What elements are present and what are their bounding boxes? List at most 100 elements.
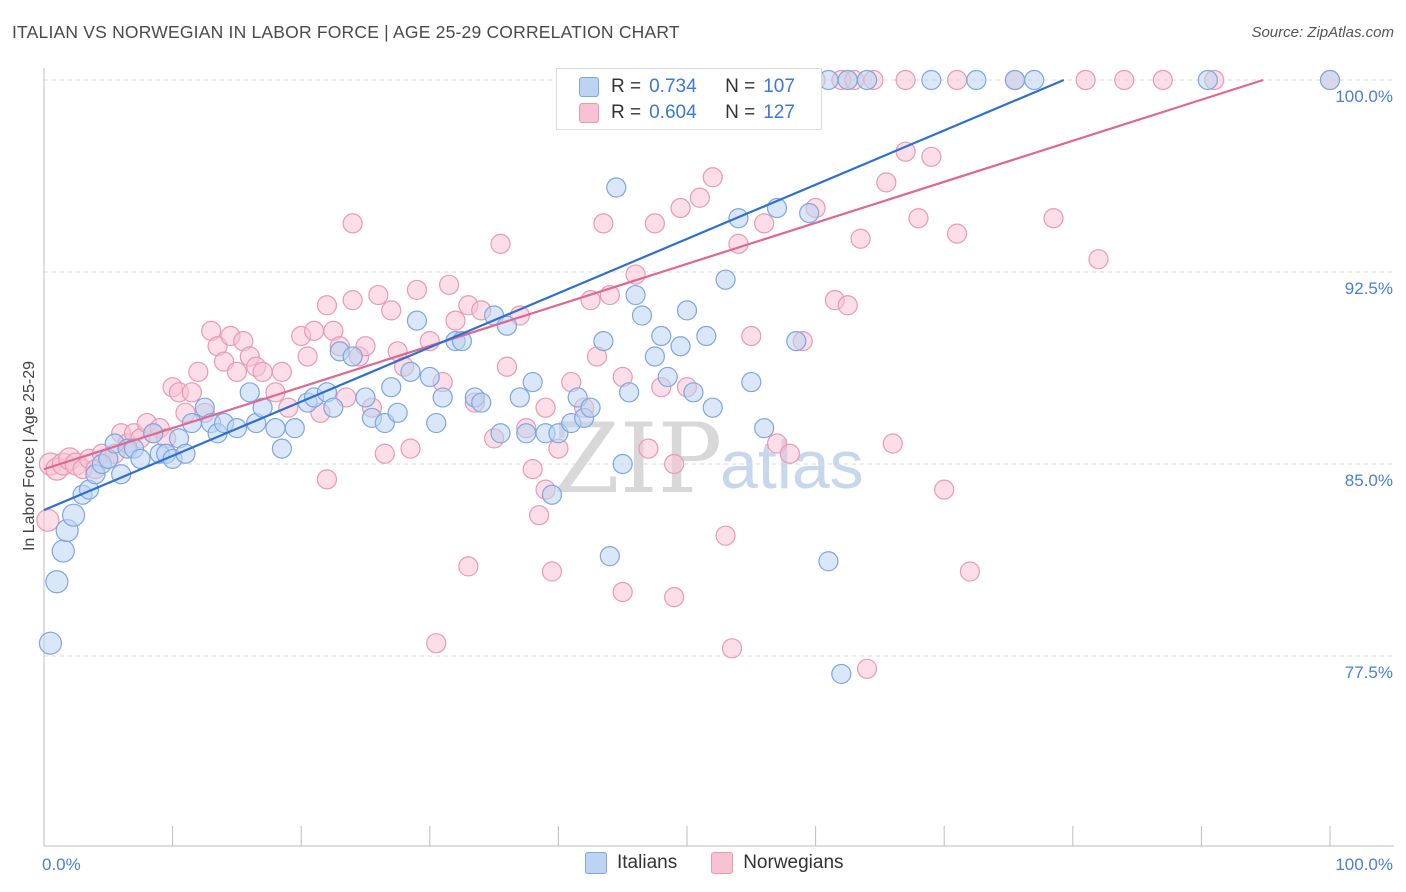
italians-point (702, 397, 723, 418)
norwegians-point (876, 172, 897, 193)
italians-point (1024, 69, 1045, 91)
norwegians-point (638, 438, 659, 459)
norwegians-point (490, 233, 511, 254)
norwegians-point (438, 274, 460, 295)
italians-point (921, 69, 942, 91)
norwegians-point (670, 197, 691, 219)
watermark: ZIP atlas (553, 403, 864, 515)
italians-swatch (579, 77, 599, 97)
legend-item-italians[interactable]: Italians (585, 852, 677, 874)
norwegians-point (593, 213, 614, 234)
italians-point (342, 346, 363, 367)
norwegians-point (426, 633, 447, 654)
norwegians-point (535, 397, 556, 418)
italians-point (355, 387, 376, 408)
norwegians-point (837, 295, 858, 316)
italians-point (51, 539, 75, 563)
norwegians-legend-swatch (711, 852, 734, 874)
italians-point (1004, 69, 1026, 91)
norwegians-point (374, 443, 395, 464)
italians-point (966, 69, 987, 91)
norwegians-point (1114, 69, 1135, 91)
italians-point (715, 269, 736, 290)
norwegians-point (934, 479, 955, 500)
norwegians-point (895, 69, 916, 91)
italians-point (284, 418, 305, 439)
italians-point (516, 423, 537, 444)
italians-point (619, 382, 640, 403)
norwegians-point (946, 223, 968, 244)
italians-point (799, 203, 820, 224)
watermark-atlas: atlas (720, 427, 864, 503)
italians-point (741, 371, 762, 393)
norwegians-point (271, 361, 293, 382)
italians-point (580, 397, 601, 418)
legend-row-norwegians: R = 0.604 N = 127 (579, 100, 795, 126)
norwegians-point (1088, 249, 1109, 270)
norwegians-point (522, 459, 543, 480)
italians-point (631, 305, 653, 326)
italians-point (541, 484, 563, 505)
norwegians-point (297, 346, 318, 367)
italians-point (323, 397, 344, 418)
y-tick-label: 85.0% (1345, 471, 1393, 490)
norwegians-point (529, 505, 550, 526)
y-tick-label: 100.0% (1335, 87, 1393, 106)
legend-row-italians: R = 0.734 N = 107 (579, 74, 795, 100)
italians-point (754, 418, 775, 439)
norwegians-point (188, 361, 209, 382)
italians-points (38, 69, 1341, 685)
italians-point (406, 310, 428, 331)
italians-point (522, 371, 543, 393)
italians-point (45, 570, 69, 594)
stats-legend: R = 0.734 N = 107 R = 0.604 N = 127 (556, 68, 822, 130)
x-tick-label: 0.0% (42, 855, 81, 874)
norwegians-point (664, 453, 685, 475)
legend-r-value: 0.604 (649, 102, 697, 123)
norwegians-point (721, 638, 743, 659)
norwegians-point (368, 284, 389, 306)
chart-title: ITALIAN VS NORWEGIAN IN LABOR FORCE | AG… (12, 22, 680, 42)
legend-item-norwegians[interactable]: Norwegians (711, 852, 844, 874)
norwegians-point (316, 469, 338, 490)
norwegians-points (36, 69, 1341, 679)
norwegians-point (715, 525, 736, 546)
italians-point (265, 418, 286, 439)
italians-point (400, 361, 421, 382)
italians-point (651, 325, 672, 347)
italians-point (496, 315, 518, 336)
norwegians-point (303, 320, 325, 341)
norwegians-point (921, 146, 942, 167)
italians-point (381, 377, 402, 398)
norwegians-point (779, 443, 800, 464)
italians-point (239, 382, 260, 403)
norwegians-point (316, 295, 338, 316)
italians-point (61, 503, 86, 527)
italians-point (387, 402, 408, 423)
italians-point (509, 387, 530, 408)
norwegians-point (741, 325, 762, 347)
legend-n-label: N = (725, 76, 756, 97)
norwegians-point (445, 310, 466, 331)
italians-point (419, 366, 440, 388)
norwegians-point (856, 658, 878, 679)
italians-point (599, 546, 620, 567)
italians-point (818, 551, 839, 572)
norwegians-point (664, 587, 685, 608)
norwegians-point (1075, 69, 1096, 91)
legend-n-value: 107 (763, 76, 795, 97)
italians-point (593, 331, 614, 352)
italians-point (1319, 69, 1341, 91)
norwegians-point (702, 167, 723, 188)
norwegians-point (381, 300, 402, 321)
norwegians-point (36, 508, 60, 532)
italians-point (657, 366, 678, 388)
italians-point (606, 177, 627, 198)
norwegians-point (644, 213, 665, 234)
x-tick-label: 100.0% (1335, 855, 1393, 874)
italians-point (432, 387, 453, 408)
norwegians-point (1152, 69, 1173, 91)
norwegians-trend-line (43, 78, 1264, 471)
italians-trend-line (43, 78, 1065, 512)
norwegians-point (226, 361, 247, 382)
